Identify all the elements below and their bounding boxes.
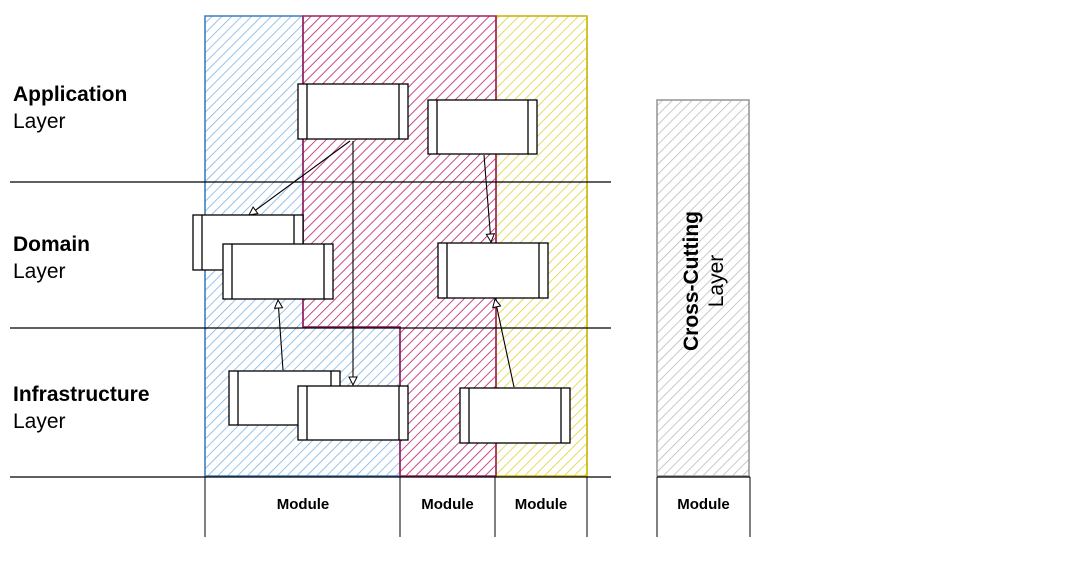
layer-subtitle: Layer bbox=[13, 260, 66, 283]
module-label-yellow: Module bbox=[514, 496, 568, 513]
layer-name: Domain bbox=[13, 233, 91, 256]
component-box bbox=[459, 387, 571, 444]
layer-label-application: Application Layer bbox=[13, 81, 127, 135]
module-label-blue: Module bbox=[276, 496, 330, 513]
module-column-lines bbox=[204, 477, 751, 537]
cross-cutting-subtitle: Layer bbox=[705, 254, 728, 308]
module-region-gray bbox=[656, 99, 750, 477]
component-box bbox=[437, 242, 549, 299]
layer-name: Infrastructure bbox=[13, 383, 150, 406]
component-box bbox=[222, 243, 334, 300]
module-label-pink: Module bbox=[421, 496, 474, 513]
cross-cutting-name: Cross-Cutting bbox=[680, 211, 703, 351]
cross-cutting-label: Cross-Cutting Layer bbox=[679, 161, 729, 401]
layer-subtitle: Layer bbox=[13, 110, 66, 133]
component-box bbox=[297, 83, 409, 140]
component-box bbox=[427, 99, 538, 155]
dependency-arrows bbox=[249, 140, 515, 388]
layer-label-infrastructure: Infrastructure Layer bbox=[13, 381, 150, 435]
layer-subtitle: Layer bbox=[13, 410, 66, 433]
component-box bbox=[297, 385, 409, 441]
module-label-cross-cutting: Module bbox=[677, 496, 730, 513]
layer-name: Application bbox=[13, 83, 128, 106]
layer-label-domain: Domain Layer bbox=[13, 231, 90, 285]
layer-dividers bbox=[10, 181, 750, 478]
